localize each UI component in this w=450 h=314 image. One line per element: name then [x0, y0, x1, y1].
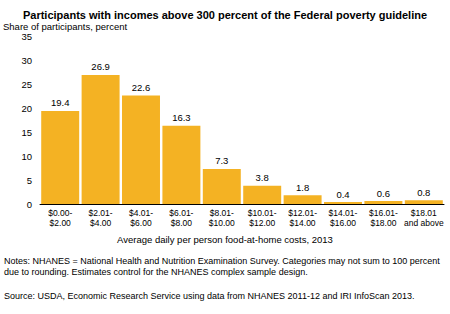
- svg-text:Source: USDA, Economic Researc: Source: USDA, Economic Research Service …: [4, 291, 415, 301]
- svg-text:$2.00: $2.00: [50, 218, 72, 228]
- svg-text:$2.01-: $2.01-: [89, 208, 113, 218]
- svg-text:30: 30: [21, 55, 32, 66]
- svg-text:16.3: 16.3: [172, 112, 191, 123]
- svg-text:$14.00: $14.00: [290, 218, 316, 228]
- svg-text:5: 5: [27, 175, 32, 186]
- svg-text:$10.01-: $10.01-: [248, 208, 277, 218]
- svg-text:25: 25: [21, 79, 32, 90]
- svg-text:$8.00: $8.00: [171, 218, 193, 228]
- svg-text:$4.01-: $4.01-: [129, 208, 153, 218]
- svg-text:and above: and above: [404, 218, 444, 228]
- svg-text:0.4: 0.4: [336, 189, 349, 200]
- svg-text:$16.01-: $16.01-: [369, 208, 398, 218]
- svg-text:26.9: 26.9: [91, 61, 110, 72]
- svg-text:0: 0: [27, 199, 32, 210]
- svg-text:$14.01-: $14.01-: [329, 208, 358, 218]
- svg-text:$6.01-: $6.01-: [169, 208, 193, 218]
- svg-text:20: 20: [21, 103, 32, 114]
- svg-text:Notes: NHANES = National Healt: Notes: NHANES = National Health and Nutr…: [4, 256, 442, 266]
- svg-text:$12.01-: $12.01-: [288, 208, 317, 218]
- svg-text:1.8: 1.8: [296, 182, 309, 193]
- svg-text:$6.00: $6.00: [130, 218, 152, 228]
- svg-text:$16.00: $16.00: [330, 218, 356, 228]
- svg-text:35: 35: [21, 31, 32, 42]
- svg-text:$18.00: $18.00: [370, 218, 396, 228]
- svg-text:15: 15: [21, 127, 32, 138]
- svg-text:Share of participants, percent: Share of participants, percent: [3, 20, 128, 32]
- svg-text:22.6: 22.6: [132, 82, 151, 93]
- svg-text:Participants with incomes abov: Participants with incomes above 300 perc…: [23, 9, 427, 21]
- svg-text:7.3: 7.3: [215, 155, 228, 166]
- svg-text:$12.00: $12.00: [249, 218, 275, 228]
- svg-text:$8.01-: $8.01-: [210, 208, 234, 218]
- svg-text:$0.00-: $0.00-: [48, 208, 72, 218]
- svg-text:Average daily per person food-: Average daily per person food-at-home co…: [117, 234, 333, 245]
- svg-text:due to rounding. Estimates con: due to rounding. Estimates control for t…: [4, 267, 308, 277]
- svg-text:$4.00: $4.00: [90, 218, 112, 228]
- svg-text:3.8: 3.8: [256, 172, 269, 183]
- svg-text:19.4: 19.4: [51, 97, 69, 108]
- svg-text:0.8: 0.8: [417, 187, 430, 198]
- svg-text:0.6: 0.6: [377, 188, 390, 199]
- svg-text:10: 10: [21, 151, 32, 162]
- svg-text:$18.01: $18.01: [411, 208, 437, 218]
- svg-text:$10.00: $10.00: [209, 218, 235, 228]
